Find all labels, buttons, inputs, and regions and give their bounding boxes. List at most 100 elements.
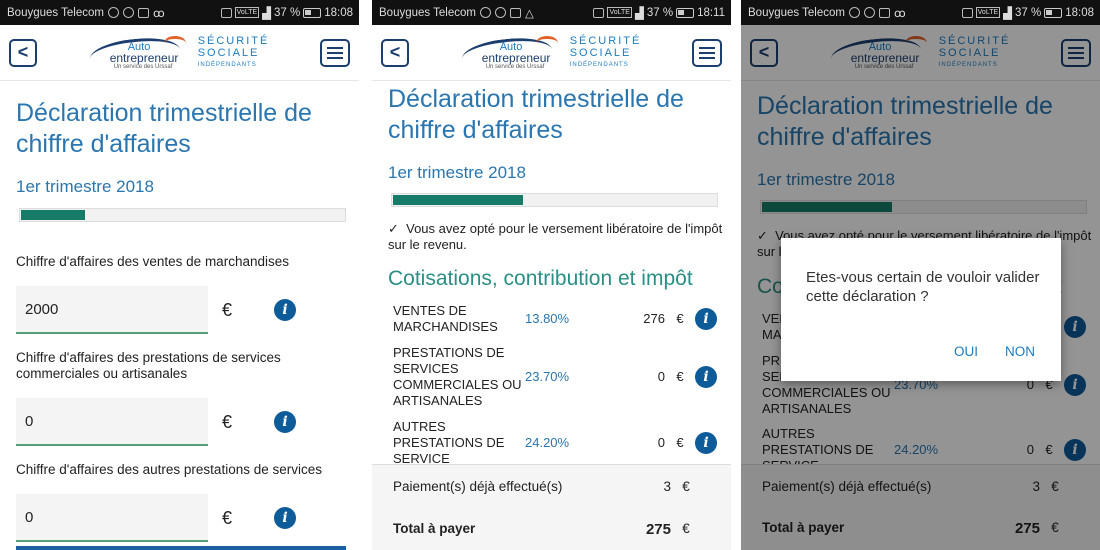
app-header: < Auto entrepreneur Un service des Urssa… <box>372 25 731 81</box>
submit-button-edge[interactable] <box>16 546 346 550</box>
info-icon[interactable]: i <box>695 308 717 330</box>
logos: Auto entrepreneur Un service des Urssaf … <box>88 33 270 74</box>
input-prestations-commerciales[interactable]: 0 <box>16 398 208 446</box>
status-bar: Bouygues Telecom ꝏ VoLTE ▟ 37 % 18:08 <box>741 0 1100 25</box>
volte-icon: VoLTE <box>607 7 632 18</box>
field-label-marchandises: Chiffre d'affaires des ventes de marchan… <box>16 254 289 269</box>
status-bar: Bouygues Telecom △ VoLTE ▟ 37 % 18:11 <box>372 0 731 25</box>
vibrate-icon <box>593 7 605 18</box>
contribution-row: VENTES DE MARCHANDISES 13.80% 276 € i <box>393 303 723 335</box>
linkedin-icon <box>509 7 521 18</box>
signal-icon: ▟ <box>634 7 644 20</box>
status-bar: Bouygues Telecom ꝏ VoLTE ▟ 37 % 18:08 <box>0 0 359 25</box>
status-icon <box>479 7 491 18</box>
securite-sociale-independants-logo: SÉCURITÉ SOCIALE INDÉPENDANTS <box>938 34 1011 68</box>
info-icon[interactable]: i <box>274 507 296 529</box>
vibrate-icon <box>961 7 973 18</box>
carrier-label: Bouygues Telecom <box>748 6 845 19</box>
progress-fill <box>393 195 523 205</box>
signal-icon: ▟ <box>1003 7 1012 20</box>
clock: 18:08 <box>324 6 353 19</box>
back-button[interactable]: < <box>750 38 778 67</box>
check-icon: ✓ <box>388 221 407 236</box>
back-button[interactable]: < <box>9 38 37 67</box>
clock: 18:08 <box>1065 6 1094 19</box>
info-icon[interactable]: i <box>695 366 717 388</box>
currency-label: € <box>222 299 233 320</box>
quarter-label: 1er trimestre 2018 <box>757 170 895 189</box>
screen-form: Bouygues Telecom ꝏ VoLTE ▟ 37 % 18:08 < … <box>0 0 359 550</box>
battery-level: 37 % <box>646 6 674 19</box>
logos: Auto entrepreneur Un service des Urssaf … <box>829 33 1011 74</box>
page-title: Déclaration trimestrielle de chiffre d'a… <box>388 85 684 144</box>
auto-entrepreneur-logo: Auto entrepreneur Un service des Urssaf <box>460 33 560 74</box>
warning-icon: △ <box>524 7 534 20</box>
linkedin-icon <box>137 7 149 18</box>
total-row: Total à payer 275 € <box>762 520 1059 537</box>
screen-summary: Bouygues Telecom △ VoLTE ▟ 37 % 18:11 < … <box>372 0 731 550</box>
menu-button[interactable] <box>692 38 722 67</box>
status-icon <box>863 7 875 18</box>
battery-level: 37 % <box>1015 6 1042 19</box>
page-title: Déclaration trimestrielle de chiffre d'a… <box>16 99 312 158</box>
voicemail-icon: ꝏ <box>893 7 906 20</box>
linkedin-icon <box>878 7 890 18</box>
input-marchandises[interactable]: 2000 <box>16 286 208 334</box>
logos: Auto entrepreneur Un service des Urssaf … <box>460 33 642 74</box>
dialog-no-button[interactable]: NON <box>1005 344 1035 359</box>
app-header: < Auto entrepreneur Un service des Urssa… <box>741 25 1100 81</box>
status-icon <box>494 7 506 18</box>
contribution-row: AUTRES PRESTATIONS DE SERVICE 24.20% 0 €… <box>393 419 723 467</box>
totals-panel: Paiement(s) déjà effectué(s) 3 € Total à… <box>372 464 731 550</box>
info-icon[interactable]: i <box>695 432 717 454</box>
screen-confirm: Bouygues Telecom ꝏ VoLTE ▟ 37 % 18:08 < … <box>741 0 1100 550</box>
battery-icon <box>303 7 322 18</box>
back-button[interactable]: < <box>381 38 409 67</box>
currency-label: € <box>222 507 233 528</box>
chevron-left-icon: < <box>17 42 29 62</box>
info-icon[interactable]: i <box>274 411 296 433</box>
carrier-label: Bouygues Telecom <box>379 6 476 19</box>
quarter-label: 1er trimestre 2018 <box>388 163 526 182</box>
battery-icon <box>676 7 695 18</box>
progress-bar <box>391 193 718 207</box>
contribution-row: PRESTATIONS DE SERVICES COMMERCIALES OU … <box>393 345 723 409</box>
voicemail-icon: ꝏ <box>152 7 165 20</box>
dialog-message: Etes-vous certain de vouloir valider cet… <box>806 269 1040 305</box>
field-label-prestations-commerciales: Chiffre d'affaires des prestations de se… <box>16 350 281 381</box>
progress-bar <box>19 208 346 222</box>
menu-button[interactable] <box>1061 38 1091 67</box>
signal-icon: ▟ <box>262 7 271 20</box>
auto-entrepreneur-logo: Auto entrepreneur Un service des Urssaf <box>88 33 188 74</box>
chevron-left-icon: < <box>758 42 770 62</box>
dialog-yes-button[interactable]: OUI <box>954 344 979 359</box>
input-autres-prestations[interactable]: 0 <box>16 494 208 542</box>
currency-label: € <box>222 411 233 432</box>
info-icon[interactable]: i <box>1064 374 1086 396</box>
status-icon <box>122 7 134 18</box>
securite-sociale-independants-logo: SÉCURITÉ SOCIALE INDÉPENDANTS <box>197 34 270 68</box>
quarter-label: 1er trimestre 2018 <box>16 177 154 196</box>
confirm-dialog: Etes-vous certain de vouloir valider cet… <box>781 238 1061 381</box>
already-paid-row: Paiement(s) déjà effectué(s) 3 € <box>762 479 1059 494</box>
volte-icon: VoLTE <box>975 7 1001 18</box>
app-header: < Auto entrepreneur Un service des Urssa… <box>0 25 359 81</box>
progress-fill <box>21 210 85 220</box>
menu-button[interactable] <box>320 38 350 67</box>
securite-sociale-independants-logo: SÉCURITÉ SOCIALE INDÉPENDANTS <box>569 34 642 68</box>
status-icon <box>107 7 119 18</box>
total-row: Total à payer 275 € <box>393 521 690 538</box>
info-icon[interactable]: i <box>274 299 296 321</box>
battery-icon <box>1044 7 1063 18</box>
page-title: Déclaration trimestrielle de chiffre d'a… <box>757 92 1053 151</box>
volte-icon: VoLTE <box>234 7 260 18</box>
carrier-label: Bouygues Telecom <box>7 6 104 19</box>
info-icon[interactable]: i <box>1064 439 1086 461</box>
battery-level: 37 % <box>274 6 301 19</box>
progress-bar <box>760 200 1087 214</box>
info-icon[interactable]: i <box>1064 316 1086 338</box>
clock: 18:11 <box>697 6 725 19</box>
already-paid-row: Paiement(s) déjà effectué(s) 3 € <box>393 479 690 494</box>
check-icon: ✓ <box>757 228 776 243</box>
chevron-left-icon: < <box>389 42 401 62</box>
